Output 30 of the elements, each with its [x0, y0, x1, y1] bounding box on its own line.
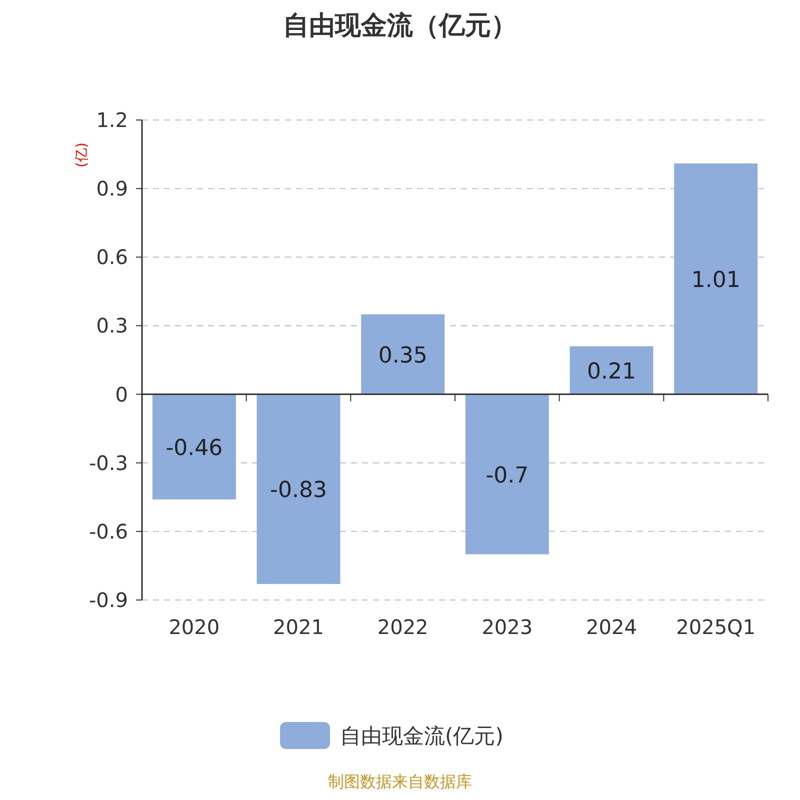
data-label: -0.7	[486, 463, 529, 488]
y-axis-title: (亿)	[74, 142, 90, 168]
x-tick-label: 2020	[168, 615, 220, 639]
data-label: 1.01	[691, 268, 740, 293]
x-tick-label: 2023	[482, 615, 533, 639]
x-tick-label: 2021	[273, 615, 324, 639]
data-label: 0.35	[378, 343, 428, 368]
bar	[152, 394, 236, 500]
bar	[465, 394, 549, 554]
data-label: -0.46	[166, 436, 223, 461]
x-tick-label: 2025Q1	[676, 615, 756, 639]
bar	[570, 346, 654, 394]
y-tick-label: 0.3	[96, 314, 128, 338]
legend-label: 自由现金流(亿元)	[340, 724, 504, 748]
bar	[674, 163, 758, 394]
y-tick-label: 1.2	[96, 108, 128, 132]
y-tick-label: -0.3	[88, 450, 128, 475]
bar	[256, 394, 340, 584]
data-label: -0.83	[270, 478, 327, 504]
x-tick-label: 2024	[586, 615, 637, 639]
bar	[361, 314, 445, 394]
y-tick-label: 0.6	[96, 245, 128, 270]
x-tick-label: 2022	[377, 615, 428, 639]
y-tick-label: -0.9	[88, 588, 128, 612]
data-label: 0.21	[587, 359, 636, 384]
chart-title: 自由现金流（亿元）	[283, 11, 517, 41]
y-tick-label: 0.9	[96, 176, 128, 201]
text: 制图数据来自数据库	[328, 772, 472, 791]
y-tick-label: -0.6	[88, 519, 128, 544]
y-tick-label: 0	[115, 382, 128, 406]
